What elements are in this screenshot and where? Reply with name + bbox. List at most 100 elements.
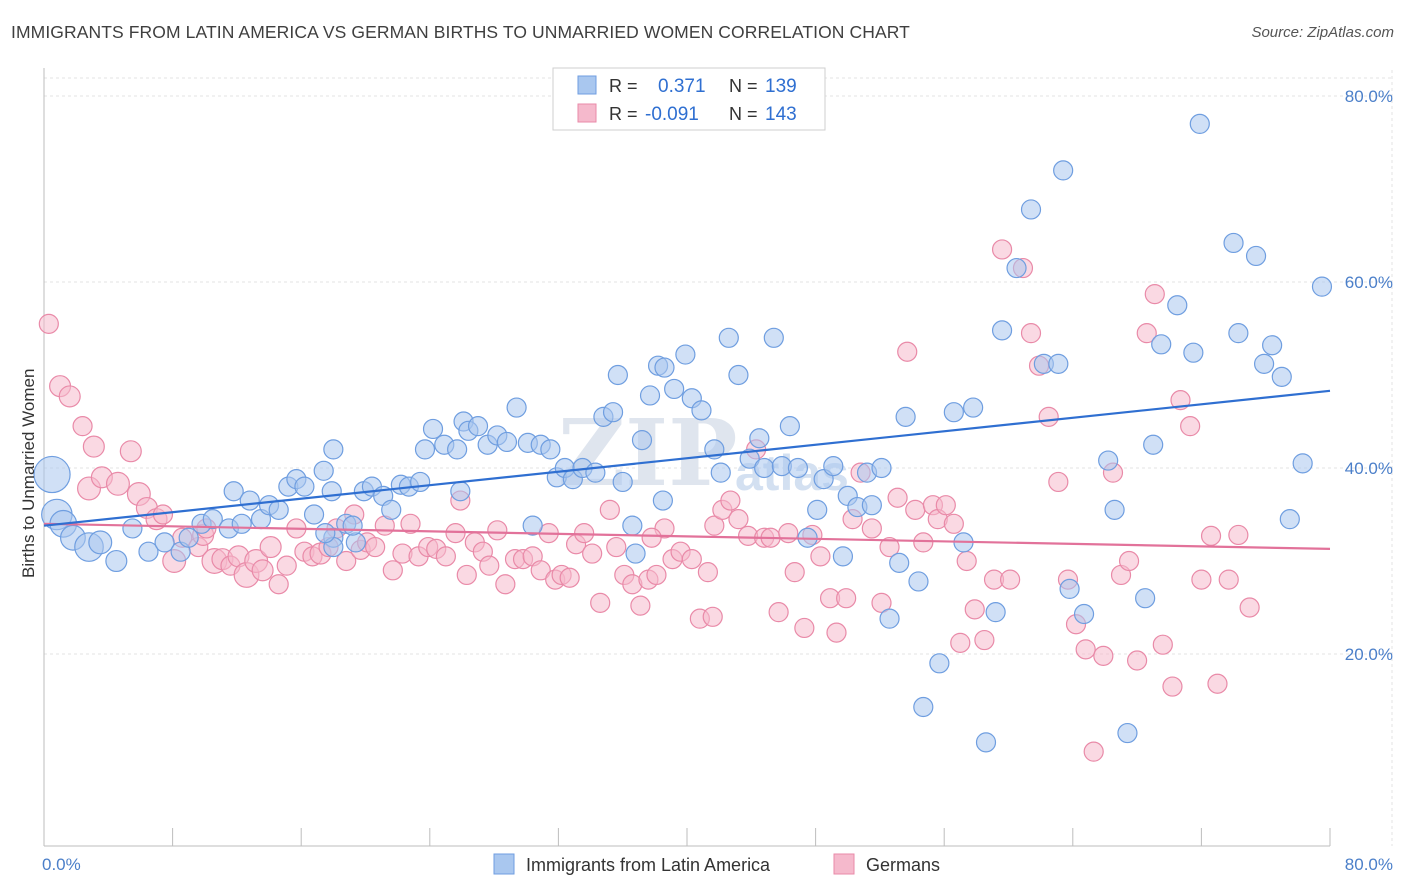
germans-point-93 <box>810 546 831 567</box>
latin-america-point-26 <box>321 481 342 502</box>
latin-america-point-65 <box>612 471 633 493</box>
latin-america-trend-line <box>43 389 1331 527</box>
germans-point-140 <box>1218 569 1239 590</box>
series-legend: Immigrants from Latin America Germans <box>493 853 940 875</box>
germans-point-96 <box>836 588 857 609</box>
germans-point-109 <box>943 513 964 534</box>
legend-swatch-pink <box>577 103 597 123</box>
latin-america-points <box>33 113 1333 753</box>
y-tick-labels: 20.0% 40.0% 60.0% 80.0% <box>1345 87 1393 664</box>
latin-america-point-68 <box>639 385 661 406</box>
y-tick-label-3: 80.0% <box>1345 87 1393 106</box>
legend-n-label-2: N = <box>729 104 758 124</box>
latin-america-point-20 <box>268 499 289 520</box>
germans-point-65 <box>582 543 603 564</box>
latin-america-point-122 <box>1183 342 1204 363</box>
germans-point-49 <box>456 564 477 586</box>
germans-point-89 <box>778 522 799 544</box>
latin-america-point-100 <box>913 696 934 718</box>
germans-point-3 <box>72 416 93 437</box>
latin-america-point-84 <box>779 416 800 437</box>
legend-r-value-2: -0.091 <box>645 104 699 125</box>
germans-point-99 <box>861 518 882 539</box>
latin-america-point-114 <box>1073 603 1095 625</box>
germans-point-64 <box>574 522 595 544</box>
latin-america-point-125 <box>1228 323 1249 344</box>
latin-america-point-131 <box>1292 453 1313 474</box>
latin-america-point-5 <box>88 530 113 555</box>
germans-point-120 <box>1038 406 1059 427</box>
germans-point-52 <box>479 555 500 576</box>
latin-america-point-7 <box>122 518 143 539</box>
latin-america-point-94 <box>861 495 882 516</box>
latin-america-point-16 <box>231 513 252 534</box>
germans-point-83 <box>728 509 749 530</box>
latin-america-point-119 <box>1143 434 1164 455</box>
germans-point-25 <box>259 535 282 559</box>
germans-point-91 <box>794 617 815 639</box>
latin-america-point-67 <box>631 430 653 451</box>
latin-america-point-41 <box>414 439 436 460</box>
y-tick-label-1: 40.0% <box>1345 459 1393 478</box>
latin-america-point-106 <box>985 602 1006 623</box>
latin-america-point-23 <box>294 476 315 497</box>
latin-america-point-32 <box>345 532 366 553</box>
latin-america-point-17 <box>239 490 260 511</box>
germans-point-103 <box>897 341 918 362</box>
x-tick-label-1: 80.0% <box>1345 855 1393 874</box>
germans-point-73 <box>646 564 667 586</box>
germans-point-111 <box>956 550 977 572</box>
series-legend-label-pink: Germans <box>866 855 940 875</box>
latin-america-point-48 <box>467 416 489 437</box>
latin-america-point-79 <box>739 448 760 469</box>
germans-point-26 <box>268 574 289 595</box>
germans-point-126 <box>1093 645 1114 666</box>
latin-america-point-99 <box>908 571 929 592</box>
latin-america-point-82 <box>763 327 784 348</box>
germans-point-141 <box>1228 524 1249 546</box>
y-axis-title: Births to Unmarried Women <box>19 369 38 578</box>
germans-trend-line <box>43 522 1331 551</box>
latin-america-point-51 <box>496 431 518 453</box>
germans-point-58 <box>530 560 551 581</box>
latin-america-point-85 <box>787 457 809 479</box>
latin-america-point-66 <box>622 515 643 536</box>
germans-point-113 <box>974 629 995 651</box>
germans-point-8 <box>119 440 142 463</box>
latin-america-point-80 <box>749 428 770 449</box>
latin-america-point-24 <box>303 504 325 525</box>
latin-america-point-101 <box>929 653 950 674</box>
latin-america-point-134 <box>652 490 673 511</box>
germans-point-102 <box>887 487 908 508</box>
germans-point-108 <box>935 495 956 516</box>
germans-point-136 <box>1180 416 1201 437</box>
germans-point-62 <box>559 567 580 588</box>
germans-point-125 <box>1083 741 1104 762</box>
germans-point-112 <box>964 599 985 620</box>
germans-point-137 <box>1191 569 1212 590</box>
latin-america-point-6 <box>105 549 128 573</box>
latin-america-point-129 <box>1271 366 1292 387</box>
legend-r-label-1: R = <box>609 76 638 96</box>
y-tick-label-2: 60.0% <box>1345 273 1393 292</box>
latin-america-point-127 <box>1253 353 1275 374</box>
latin-america-point-15 <box>223 481 244 502</box>
latin-america-point-126 <box>1245 245 1267 267</box>
germans-point-47 <box>445 522 466 544</box>
germans-point-104 <box>905 499 926 520</box>
latin-america-point-0 <box>33 455 71 494</box>
germans-point-90 <box>784 562 805 583</box>
latin-america-point-107 <box>991 320 1013 341</box>
germans-point-95 <box>826 622 847 643</box>
germans-point-144 <box>702 606 723 627</box>
latin-america-point-108 <box>1006 257 1027 279</box>
germans-point-133 <box>1152 634 1173 655</box>
germans-point-27 <box>276 555 297 576</box>
germans-point-80 <box>704 515 725 536</box>
latin-america-point-118 <box>1135 588 1156 609</box>
latin-america-point-128 <box>1262 335 1283 356</box>
latin-america-point-117 <box>1117 722 1138 744</box>
germans-point-132 <box>1144 283 1165 305</box>
x-tick-labels: 0.0% 80.0% <box>42 855 1393 874</box>
